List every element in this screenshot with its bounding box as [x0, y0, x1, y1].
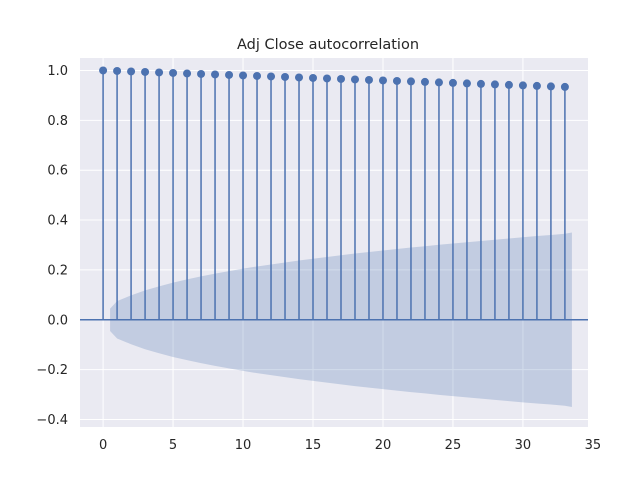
acf-marker — [183, 69, 192, 78]
y-tick-label: 1.0 — [47, 64, 68, 79]
acf-marker — [392, 76, 401, 85]
acf-marker — [127, 67, 136, 76]
acf-marker — [378, 76, 387, 85]
y-tick-label: 0.4 — [47, 214, 68, 229]
chart-title: Adj Close autocorrelation — [237, 37, 419, 53]
acf-marker — [336, 74, 345, 83]
y-axis-ticks: −0.4 −0.2 0.0 0.2 0.4 0.6 0.8 1.0 — [36, 64, 68, 428]
y-tick-label: 0.2 — [47, 263, 68, 278]
x-tick-label: 15 — [305, 438, 322, 453]
y-tick-label: 0.6 — [47, 164, 68, 179]
acf-marker — [420, 77, 429, 86]
stems — [99, 66, 569, 320]
plot-area — [80, 58, 588, 427]
acf-marker — [225, 70, 234, 79]
acf-marker — [281, 72, 290, 81]
x-tick-label: 0 — [99, 438, 107, 453]
acf-marker — [197, 69, 206, 78]
x-tick-label: 35 — [585, 438, 602, 453]
x-axis-ticks: 0 5 10 15 20 25 30 35 — [99, 438, 601, 453]
acf-marker — [560, 82, 569, 91]
acf-marker — [406, 77, 415, 86]
acf-marker — [267, 72, 276, 81]
x-tick-label: 25 — [445, 438, 462, 453]
acf-marker — [295, 73, 304, 82]
y-tick-label: −0.2 — [36, 363, 68, 378]
acf-marker — [518, 81, 527, 90]
acf-marker — [113, 66, 122, 75]
acf-marker — [99, 66, 108, 75]
acf-marker — [239, 71, 248, 80]
y-tick-label: 0.0 — [47, 313, 68, 328]
acf-marker — [309, 73, 318, 82]
acf-marker — [434, 78, 443, 87]
y-tick-label: 0.8 — [47, 114, 68, 129]
acf-marker — [141, 67, 150, 76]
acf-marker — [253, 71, 262, 80]
acf-marker — [350, 75, 359, 84]
x-tick-label: 5 — [169, 438, 177, 453]
acf-marker — [490, 80, 499, 89]
acf-marker — [364, 75, 373, 84]
y-tick-label: −0.4 — [36, 413, 68, 428]
x-tick-label: 10 — [235, 438, 252, 453]
x-tick-label: 20 — [375, 438, 392, 453]
acf-marker — [504, 80, 513, 89]
acf-marker — [546, 82, 555, 91]
acf-marker — [169, 68, 178, 77]
acf-marker — [532, 81, 541, 90]
acf-marker — [211, 70, 220, 79]
acf-marker — [448, 78, 457, 87]
acf-marker — [462, 79, 471, 88]
acf-marker — [323, 74, 332, 83]
acf-marker — [476, 79, 485, 88]
x-tick-label: 30 — [515, 438, 532, 453]
acf-marker — [155, 68, 164, 77]
